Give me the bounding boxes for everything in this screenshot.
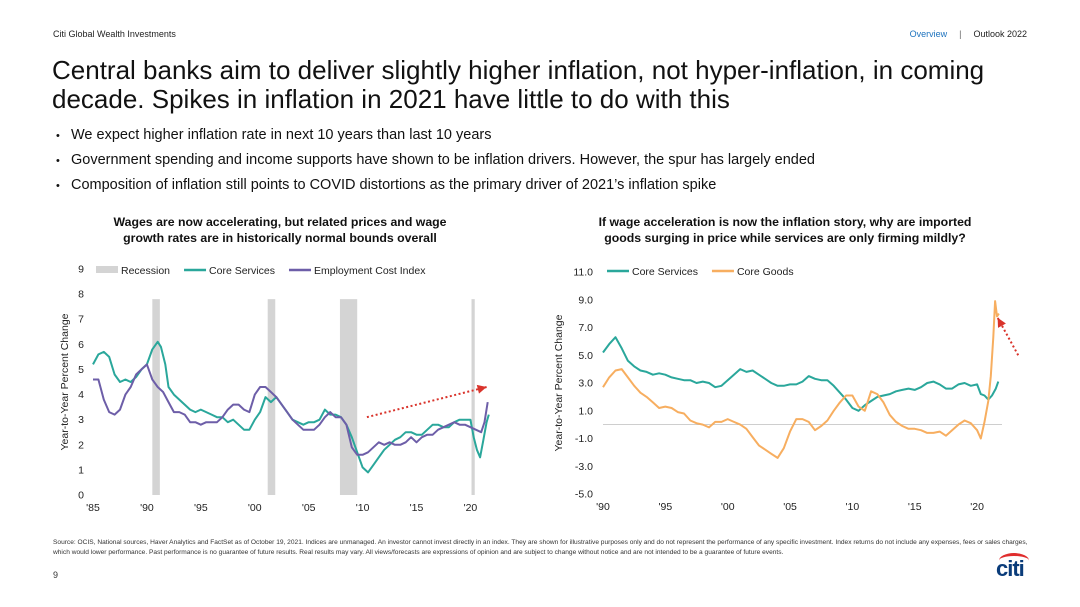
x-tick-label: '00: [248, 502, 262, 514]
brand-name: Citi Global Wealth Investments: [53, 29, 176, 39]
bullet-text: We expect higher inflation rate in next …: [71, 127, 492, 143]
header-nav: Overview | Outlook 2022: [910, 29, 1027, 39]
chart2-title-line: goods surging in price while services ar…: [604, 231, 966, 245]
y-tick-label: 1.0: [578, 405, 593, 417]
y-tick-label: 9: [78, 264, 84, 276]
y-tick-label: 7.0: [578, 322, 593, 334]
y-tick-label: 5.0: [578, 350, 593, 362]
legend-swatch-recession: [96, 266, 118, 273]
y-tick-label: 6: [78, 339, 84, 351]
page-title: Central banks aim to deliver slightly hi…: [52, 55, 985, 114]
logo-arc-icon: [999, 553, 1029, 568]
y-tick-label: 0: [78, 490, 84, 502]
legend-label-recession: Recession: [121, 265, 170, 277]
bullet-text: Government spending and income supports …: [71, 152, 815, 168]
y-tick-label: -3.0: [575, 461, 593, 473]
nav-overview-link[interactable]: Overview: [909, 29, 948, 39]
arrowhead-icon: [476, 384, 487, 394]
y-tick-label: 9.0: [578, 294, 593, 306]
x-tick-label: '90: [596, 501, 610, 513]
y-tick-label: 5: [78, 364, 84, 376]
bullet-item: • Government spending and income supports…: [56, 150, 815, 175]
bullet-item: • We expect higher inflation rate in next…: [56, 125, 815, 150]
y-tick-label: 11.0: [573, 267, 593, 279]
chart2-title: If wage acceleration is now the inflatio…: [555, 214, 1015, 246]
bullet-text: Composition of inflation still points to…: [71, 177, 717, 193]
series-line-employment-cost-index: [93, 363, 489, 456]
nav-outlook-label: Outlook 2022: [973, 29, 1027, 39]
chart2-title-line: If wage acceleration is now the inflatio…: [598, 215, 972, 229]
bullet-list: • We expect higher inflation rate in next…: [56, 125, 815, 200]
chart1-title-line: growth rates are in historically normal …: [123, 231, 437, 245]
nav-separator: |: [959, 29, 962, 39]
y-tick-label: 7: [78, 314, 84, 326]
y-tick-label: 1: [78, 464, 84, 476]
y-tick-label: 3.0: [578, 378, 593, 390]
y-tick-label: 2: [78, 439, 84, 451]
x-tick-label: '05: [783, 501, 797, 513]
y-axis-label: Year-to-Year Percent Change: [553, 314, 565, 451]
y-tick-label: 4: [78, 389, 84, 401]
recession-band: [267, 299, 276, 495]
arrowhead-icon: [997, 317, 1006, 328]
x-tick-label: '15: [410, 502, 424, 514]
recession-band: [339, 299, 358, 495]
recession-band: [152, 299, 160, 495]
legend-label-core-services: Core Services: [632, 266, 698, 278]
y-tick-label: 3: [78, 414, 84, 426]
y-tick-label: 8: [78, 289, 84, 301]
source-footnote: Source: OCIS, National sources, Haver An…: [53, 539, 1028, 556]
x-tick-label: '85: [86, 502, 100, 514]
x-tick-label: '95: [659, 501, 673, 513]
legend-label-core-services: Core Services: [209, 265, 275, 277]
chart1-title-line: Wages are now accelerating, but related …: [113, 215, 447, 229]
legend-label-core-goods: Core Goods: [737, 266, 794, 278]
y-tick-label: -1.0: [575, 433, 593, 445]
page-number: 9: [53, 570, 59, 580]
series-line-core-goods: [602, 300, 1000, 459]
y-axis-label: Year-to-Year Percent Change: [59, 313, 71, 450]
x-tick-label: '10: [356, 502, 370, 514]
bullet-dot-icon: •: [56, 130, 60, 142]
legend-label-employment-cost-index: Employment Cost Index: [314, 265, 426, 277]
x-tick-label: '10: [846, 501, 860, 513]
citi-logo: citi: [996, 553, 1029, 582]
bullet-dot-icon: •: [56, 180, 60, 192]
x-tick-label: '90: [140, 502, 154, 514]
x-tick-label: '05: [302, 502, 316, 514]
series-line-core-services: [602, 336, 1000, 412]
bullet-item: • Composition of inflation still points t…: [56, 175, 815, 200]
x-tick-label: '95: [194, 502, 208, 514]
bullet-dot-icon: •: [56, 155, 60, 167]
chart1-title: Wages are now accelerating, but related …: [60, 214, 500, 246]
x-tick-label: '15: [908, 501, 922, 513]
x-tick-label: '20: [464, 502, 478, 514]
x-tick-label: '00: [721, 501, 735, 513]
recession-band: [471, 299, 475, 495]
y-tick-label: -5.0: [575, 489, 593, 501]
x-tick-label: '20: [970, 501, 984, 513]
